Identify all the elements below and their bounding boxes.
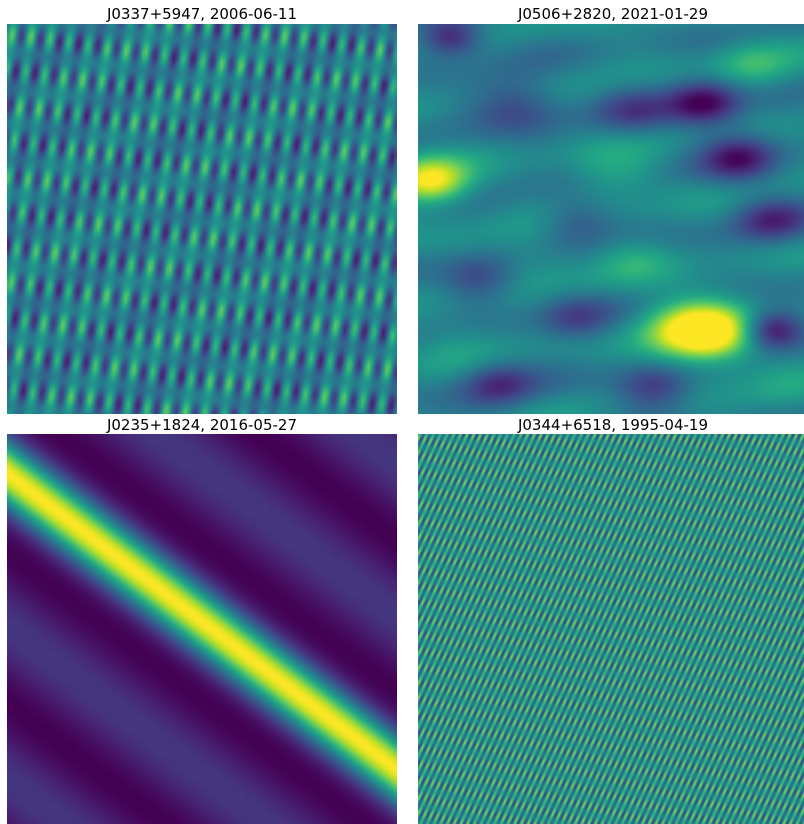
panel-title-4: J0344+6518, 1995-04-19 (517, 416, 709, 434)
image-panel-3 (7, 434, 397, 824)
panel-title-2: J0506+2820, 2021-01-29 (517, 5, 709, 23)
image-canvas-4 (418, 434, 804, 824)
image-panel-2 (418, 24, 804, 414)
panel-title-3: J0235+1824, 2016-05-27 (106, 416, 298, 434)
image-canvas-2 (418, 24, 804, 414)
image-panel-1 (7, 24, 397, 414)
image-canvas-3 (7, 434, 397, 824)
image-panel-4 (418, 434, 804, 824)
image-canvas-1 (7, 24, 397, 414)
panel-title-1: J0337+5947, 2006-06-11 (106, 5, 298, 23)
